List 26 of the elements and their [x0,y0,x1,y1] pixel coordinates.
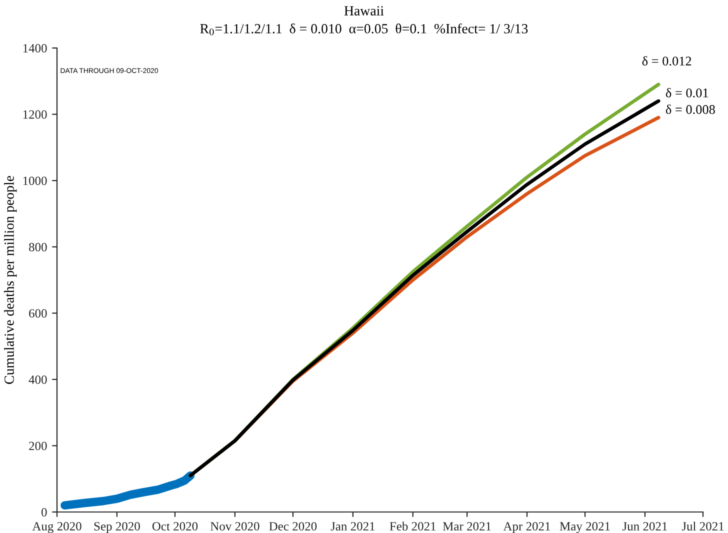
x-tick-label: May 2021 [560,522,610,533]
x-tick-label: Feb 2021 [390,522,436,531]
x-tick-label: Jul 2021 [682,522,724,531]
series-label: δ = 0.008 [666,104,715,114]
x-tick-label: Nov 2020 [210,522,260,531]
x-tick-label: Sep 2020 [94,522,140,533]
x-tick-label: Aug 2020 [32,522,82,533]
x-tick-label: Oct 2020 [152,522,198,531]
chart-title: Hawaii [344,6,384,16]
series-label: δ = 0.012 [642,56,692,66]
y-axis-title: Cumulative deaths per million people [4,176,17,384]
y-tick-label: 200 [29,442,47,450]
y-tick-label: 1000 [23,176,47,186]
y-tick-label: 600 [29,309,47,318]
y-tick-label: 1200 [23,110,47,119]
x-tick-label: Apr 2021 [503,522,550,533]
x-tick-label: Jan 2021 [330,522,375,531]
x-tick-label: Jun 2021 [622,522,667,531]
y-tick-label: 0 [42,508,47,516]
series-label: δ = 0.01 [666,88,708,98]
x-tick-label: Mar 2021 [442,522,491,531]
y-tick-label: 400 [28,375,47,384]
chart-subtitle: R$_{0}$=1.1/1.2/1.1 δ = 0.010 α=0.05 θ=0.1 %Infect= 1/ 3/13 [200,23,528,36]
x-tick-label: Dec 2020 [269,522,317,531]
y-tick-label: 1400 [23,44,47,52]
y-tick-label: 800 [29,242,47,252]
